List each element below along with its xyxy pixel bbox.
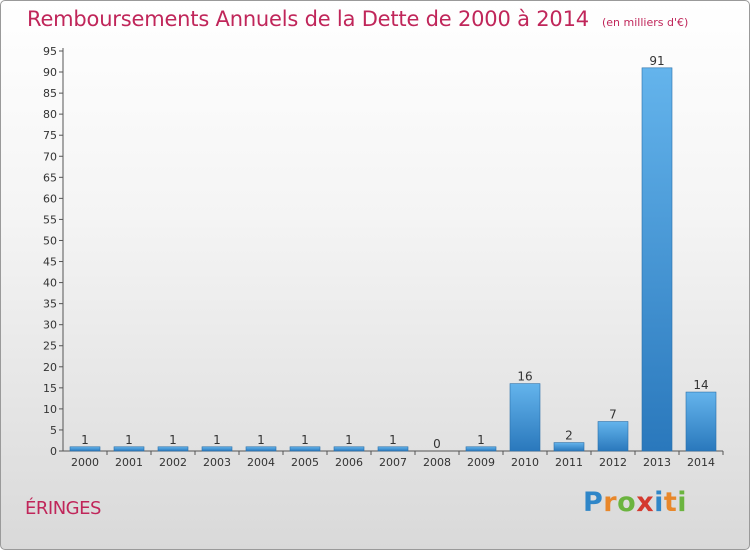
logo-letter: i xyxy=(654,487,664,518)
y-tick-label: 0 xyxy=(50,445,57,458)
data-label: 1 xyxy=(477,433,485,447)
bar xyxy=(465,446,497,452)
bar xyxy=(289,446,321,452)
y-tick-label: 5 xyxy=(50,424,57,437)
data-label: 14 xyxy=(693,378,708,392)
chart-unit: (en milliers d'€) xyxy=(602,16,689,29)
y-tick-label: 65 xyxy=(43,171,57,184)
data-label: 7 xyxy=(609,408,617,422)
bar xyxy=(509,383,541,452)
chart-title: Remboursements Annuels de la Dette de 20… xyxy=(27,7,589,31)
bar xyxy=(157,446,189,452)
bar xyxy=(377,446,409,452)
data-label: 91 xyxy=(649,54,664,68)
bar xyxy=(553,442,585,452)
x-tick-label: 2005 xyxy=(291,456,319,469)
x-tick-label: 2012 xyxy=(599,456,627,469)
bar xyxy=(113,446,145,452)
bar xyxy=(245,446,277,452)
data-label: 16 xyxy=(517,370,532,384)
x-tick-label: 2002 xyxy=(159,456,187,469)
bar xyxy=(333,446,365,452)
data-label: 1 xyxy=(301,433,309,447)
y-tick-label: 50 xyxy=(43,234,57,247)
x-tick-label: 2004 xyxy=(247,456,275,469)
logo-letter: t xyxy=(663,487,678,518)
data-label: 1 xyxy=(345,433,353,447)
data-label: 1 xyxy=(169,433,177,447)
y-tick-label: 15 xyxy=(43,382,57,395)
bar xyxy=(201,446,233,452)
data-label: 1 xyxy=(257,433,265,447)
x-tick-label: 2003 xyxy=(203,456,231,469)
data-label: 1 xyxy=(81,433,89,447)
y-tick-label: 70 xyxy=(43,150,57,163)
bar xyxy=(597,421,629,452)
x-tick-label: 2007 xyxy=(379,456,407,469)
logo-letter: P xyxy=(583,487,604,518)
x-tick-label: 2008 xyxy=(423,456,451,469)
y-tick-label: 90 xyxy=(43,66,57,79)
y-tick-label: 25 xyxy=(43,340,57,353)
logo-letter: i xyxy=(677,487,688,518)
data-label: 1 xyxy=(389,433,397,447)
x-tick-label: 2014 xyxy=(687,456,715,469)
x-tick-label: 2006 xyxy=(335,456,363,469)
y-tick-label: 55 xyxy=(43,213,57,226)
y-tick-label: 75 xyxy=(43,129,57,142)
bar xyxy=(69,446,101,452)
place-name: ÉRINGES xyxy=(25,498,101,519)
x-tick-label: 2000 xyxy=(71,456,99,469)
logo-letter: r xyxy=(603,487,618,518)
y-tick-label: 80 xyxy=(43,108,57,121)
y-tick-label: 20 xyxy=(43,361,57,374)
x-tick-label: 2001 xyxy=(115,456,143,469)
y-tick-label: 35 xyxy=(43,298,57,311)
proxiti-logo: Proxiti xyxy=(583,487,687,518)
x-tick-label: 2010 xyxy=(511,456,539,469)
y-tick-label: 95 xyxy=(43,45,57,58)
data-label: 1 xyxy=(213,433,221,447)
logo-letter: x xyxy=(636,487,655,518)
y-tick-label: 45 xyxy=(43,256,57,269)
x-tick-label: 2009 xyxy=(467,456,495,469)
y-tick-label: 60 xyxy=(43,192,57,205)
bar xyxy=(685,391,717,452)
data-label: 2 xyxy=(565,429,573,443)
x-tick-label: 2011 xyxy=(555,456,583,469)
data-label: 0 xyxy=(433,437,441,451)
y-tick-label: 30 xyxy=(43,319,57,332)
y-tick-label: 40 xyxy=(43,277,57,290)
bar xyxy=(641,67,673,452)
y-tick-label: 10 xyxy=(43,403,57,416)
data-label: 1 xyxy=(125,433,133,447)
y-tick-label: 85 xyxy=(43,87,57,100)
x-tick-label: 2013 xyxy=(643,456,671,469)
logo-letter: o xyxy=(617,487,637,518)
title-row: Remboursements Annuels de la Dette de 20… xyxy=(27,7,688,31)
